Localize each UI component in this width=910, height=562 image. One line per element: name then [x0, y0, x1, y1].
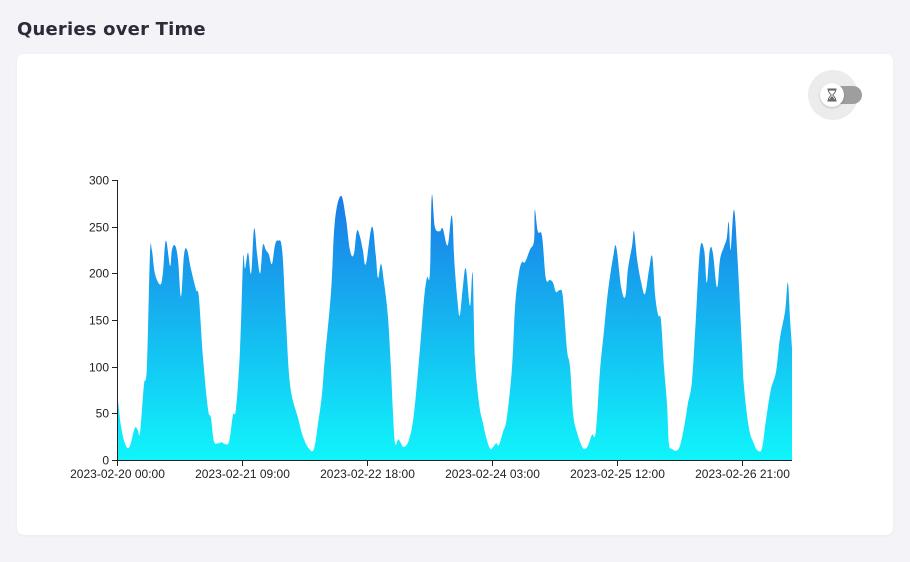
x-tick-label: 2023-02-26 21:00 — [695, 467, 790, 481]
toggle-knob[interactable] — [820, 83, 844, 107]
y-tick-label: 0 — [102, 454, 109, 468]
x-tick-label: 2023-02-24 03:00 — [445, 467, 540, 481]
x-tick-label: 2023-02-20 00:00 — [70, 467, 165, 481]
y-tick-label: 250 — [89, 221, 109, 235]
x-tick-label: 2023-02-21 09:00 — [195, 467, 290, 481]
x-tick-label: 2023-02-25 12:00 — [570, 467, 665, 481]
y-tick-label: 300 — [89, 174, 109, 188]
y-tick-label: 200 — [89, 267, 109, 281]
hourglass-icon — [827, 88, 837, 102]
page-title: Queries over Time — [17, 19, 206, 40]
y-tick-label: 50 — [96, 407, 110, 421]
x-tick-label: 2023-02-22 18:00 — [320, 467, 415, 481]
y-tick-label: 150 — [89, 314, 109, 328]
x-axis: 2023-02-20 00:00 2023-02-21 09:00 2023-02-… — [70, 460, 792, 481]
area-series-queries — [117, 194, 792, 461]
y-axis: 0 50 100 150 200 250 300 — [89, 174, 118, 468]
y-tick-label: 100 — [89, 361, 109, 375]
